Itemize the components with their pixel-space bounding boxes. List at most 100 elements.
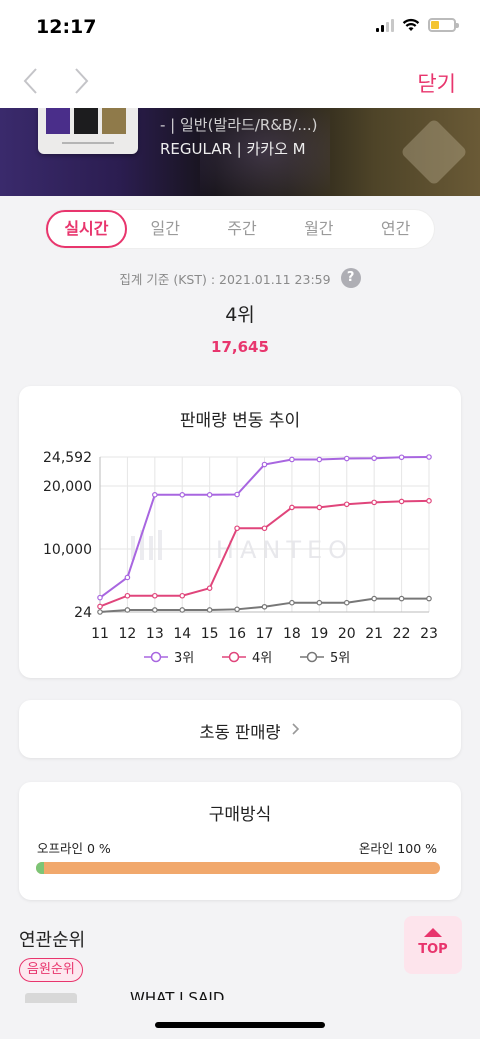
data-point	[97, 594, 103, 601]
data-point	[124, 574, 131, 581]
album-genre: - | 일반(발라드/R&B/...)	[160, 116, 318, 134]
y-tick-label: 20,000	[43, 479, 92, 495]
related-rankings-title: 연관순위	[19, 930, 86, 951]
content: 실시간 일간 주간 월간 연간 집계 기준 (KST) : 2021.01.11…	[0, 196, 480, 1039]
nav-bar: 닫기	[0, 56, 480, 108]
watermark-logo-bar	[140, 530, 144, 560]
status-icons	[376, 18, 459, 32]
album-type-label: REGULAR | 카카오 M	[160, 140, 306, 158]
x-tick-label: 16	[228, 626, 246, 642]
chart-title: 판매량 변동 추이	[179, 411, 301, 431]
tab-daily[interactable]: 일간	[150, 219, 180, 238]
legend-label: 3위	[174, 651, 194, 666]
song-title[interactable]: WHAT I SAID	[130, 989, 225, 1000]
data-point	[152, 592, 158, 599]
data-point	[206, 492, 213, 498]
legend-marker	[306, 651, 318, 663]
data-point	[234, 606, 240, 613]
legend-marker	[150, 651, 162, 663]
hero-background	[200, 108, 330, 196]
data-point	[179, 492, 186, 498]
purchase-method-title: 구매방식	[208, 805, 272, 825]
data-point	[398, 498, 405, 505]
album-header: - | 일반(발라드/R&B/...) REGULAR | 카카오 M	[0, 108, 480, 196]
x-tick-label: 14	[173, 626, 191, 642]
data-point	[316, 456, 323, 463]
x-tick-label: 22	[393, 626, 411, 642]
cellular-signal-icon	[376, 18, 394, 32]
watermark-logo-bar	[158, 530, 162, 560]
x-tick-label: 13	[146, 626, 164, 642]
x-tick-label: 15	[201, 626, 219, 642]
data-point	[343, 501, 350, 508]
data-point	[289, 504, 295, 511]
online-ratio-label: 온라인 100 %	[358, 841, 437, 856]
aggregation-basis: 집계 기준 (KST) : 2021.01.11 23:59 ?	[0, 268, 480, 288]
data-point	[261, 525, 268, 532]
data-point	[426, 595, 432, 602]
chevron-right-icon	[292, 723, 300, 735]
status-bar: 12:17	[0, 0, 480, 56]
x-tick-label: 19	[310, 626, 328, 642]
x-tick-label: 21	[365, 626, 383, 642]
purchase-ratio-bar	[36, 862, 440, 874]
rank-value: 4위	[225, 304, 255, 326]
legend-marker	[228, 651, 240, 663]
data-point	[371, 455, 377, 462]
legend-label: 4위	[252, 651, 272, 666]
x-tick-label: 18	[283, 626, 301, 642]
data-point	[316, 599, 323, 606]
sales-trend-card: 판매량 변동 추이 HANTEO 24 10,000 20,000 24,592 11 12…	[19, 386, 461, 678]
data-point	[261, 603, 268, 610]
tab-realtime[interactable]: 실시간	[46, 210, 127, 248]
sales-count: 17,645	[211, 338, 269, 356]
hero-decoration	[400, 118, 468, 186]
forward-button[interactable]	[64, 66, 98, 96]
music-ranking-chip[interactable]: 음원순위	[19, 958, 83, 982]
top-label: TOP	[418, 942, 448, 957]
home-indicator	[155, 1022, 325, 1028]
data-point	[343, 455, 350, 462]
data-point	[152, 492, 158, 498]
data-point	[234, 491, 240, 498]
chevron-right-icon	[75, 68, 89, 94]
arrow-up-icon	[424, 928, 442, 937]
data-point	[371, 499, 377, 506]
back-button[interactable]	[16, 66, 50, 96]
close-button[interactable]: 닫기	[417, 72, 456, 96]
data-point	[152, 607, 158, 613]
period-tabs: 실시간 일간 주간 월간 연간	[46, 210, 434, 248]
y-tick-label: 10,000	[43, 542, 92, 558]
wifi-icon	[402, 18, 420, 31]
x-tick-label: 12	[119, 626, 137, 642]
status-time: 12:17	[36, 16, 97, 38]
sales-trend-chart: HANTEO 24 10,000 20,000 24,592 11 12 13 14 15 16 17…	[43, 450, 438, 666]
data-point	[206, 607, 213, 613]
scroll-to-top-button[interactable]: TOP	[404, 916, 462, 974]
x-tick-label: 20	[338, 626, 356, 642]
data-point	[343, 599, 350, 606]
offline-ratio-label: 오프라인 0 %	[37, 841, 111, 856]
tab-monthly[interactable]: 월간	[304, 219, 334, 238]
x-tick-label: 23	[420, 626, 438, 642]
data-point	[261, 461, 268, 468]
data-point	[97, 609, 103, 615]
data-point	[206, 585, 213, 591]
data-point	[426, 498, 432, 504]
data-point	[426, 454, 432, 460]
chart-watermark: HANTEO	[216, 536, 353, 564]
tab-yearly[interactable]: 연간	[380, 219, 411, 238]
y-tick-label: 24	[74, 605, 92, 621]
first-week-sales-button[interactable]: 초동 판매량	[19, 700, 461, 758]
tab-weekly[interactable]: 주간	[227, 219, 257, 238]
offline-ratio-fill	[36, 862, 44, 874]
data-point	[371, 595, 377, 602]
x-tick-label: 11	[91, 626, 109, 642]
data-point	[398, 595, 405, 602]
help-icon[interactable]: ?	[340, 268, 361, 288]
aggregation-basis-text: 집계 기준 (KST) : 2021.01.11 23:59	[119, 271, 331, 287]
legend-label: 5위	[330, 651, 350, 666]
data-point	[398, 454, 405, 461]
data-point	[179, 607, 186, 613]
data-point	[124, 607, 131, 613]
